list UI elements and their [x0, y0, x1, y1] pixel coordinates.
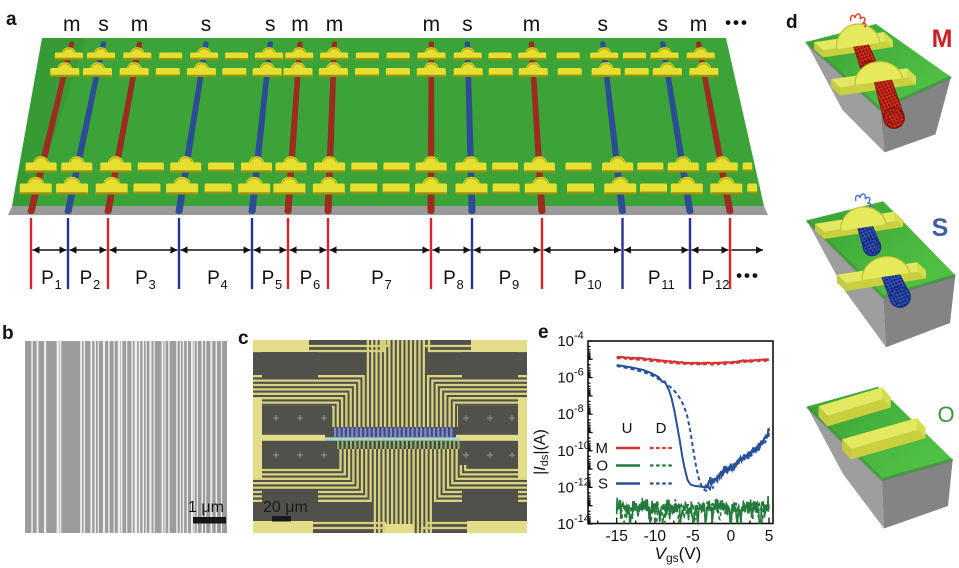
svg-text:D: D: [656, 420, 667, 437]
svg-text:-6: -6: [574, 367, 584, 379]
svg-text:-8: -8: [574, 403, 584, 415]
svg-text:1: 1: [55, 277, 62, 292]
svg-text:6: 6: [313, 277, 320, 292]
svg-text:S: S: [932, 214, 949, 242]
svg-text:10: 10: [557, 516, 574, 533]
svg-text:P: P: [262, 268, 275, 289]
svg-text:9: 9: [512, 277, 519, 292]
svg-text:10: 10: [587, 277, 601, 292]
svg-text:M: M: [932, 25, 953, 53]
svg-text:P: P: [135, 268, 148, 289]
svg-text:U: U: [622, 420, 633, 437]
svg-text:m: m: [423, 13, 441, 36]
svg-text:5: 5: [765, 528, 774, 545]
svg-text:M: M: [596, 440, 609, 457]
svg-text:-15: -15: [605, 528, 627, 545]
svg-text:2: 2: [93, 277, 100, 292]
svg-text:-5: -5: [686, 528, 700, 545]
svg-text:-4: -4: [574, 330, 584, 342]
svg-text:8: 8: [457, 277, 464, 292]
svg-text:m: m: [131, 13, 149, 36]
svg-text:•••: •••: [725, 13, 749, 32]
svg-text:P: P: [443, 268, 456, 289]
svg-text:10: 10: [557, 443, 574, 460]
svg-text:Vgs(V): Vgs(V): [655, 544, 702, 565]
svg-text:P: P: [80, 268, 93, 289]
svg-text:-14: -14: [574, 513, 590, 525]
svg-text:-10: -10: [574, 440, 590, 452]
svg-text:1 μm: 1 μm: [188, 499, 224, 516]
svg-text:s: s: [657, 13, 668, 36]
svg-text:e: e: [538, 322, 549, 343]
svg-text:P: P: [371, 268, 384, 289]
svg-text:10: 10: [557, 479, 574, 496]
svg-text:c: c: [238, 328, 249, 349]
svg-text:s: s: [462, 13, 473, 36]
svg-text:•••: •••: [736, 266, 760, 285]
svg-text:m: m: [326, 13, 344, 36]
svg-text:m: m: [291, 13, 309, 36]
svg-text:P: P: [574, 268, 587, 289]
svg-text:-12: -12: [574, 476, 590, 488]
svg-text:P: P: [499, 268, 512, 289]
svg-text:s: s: [265, 13, 276, 36]
svg-text:S: S: [598, 476, 608, 493]
svg-text:5: 5: [275, 277, 282, 292]
svg-text:a: a: [6, 9, 17, 30]
svg-text:3: 3: [149, 277, 156, 292]
svg-text:4: 4: [221, 277, 228, 292]
svg-text:|Ids|(A): |Ids|(A): [532, 429, 551, 475]
svg-text:s: s: [598, 13, 609, 36]
svg-text:b: b: [2, 323, 14, 344]
svg-text:O: O: [596, 458, 608, 475]
svg-text:10: 10: [557, 333, 574, 350]
svg-text:20 μm: 20 μm: [263, 499, 308, 516]
svg-text:P: P: [41, 268, 54, 289]
svg-text:10: 10: [557, 370, 574, 387]
svg-text:-10: -10: [644, 528, 667, 545]
svg-text:P: P: [702, 268, 715, 289]
svg-text:s: s: [201, 13, 212, 36]
svg-text:10: 10: [557, 406, 574, 423]
svg-text:O: O: [937, 402, 954, 427]
svg-text:d: d: [786, 12, 798, 33]
svg-text:P: P: [648, 268, 661, 289]
svg-text:0: 0: [727, 528, 736, 545]
svg-text:m: m: [690, 13, 708, 36]
svg-text:11: 11: [661, 277, 675, 292]
svg-text:12: 12: [715, 277, 729, 292]
svg-text:P: P: [207, 268, 220, 289]
svg-text:m: m: [63, 13, 81, 36]
svg-text:7: 7: [385, 277, 392, 292]
svg-text:s: s: [98, 13, 109, 36]
svg-text:m: m: [523, 13, 541, 36]
svg-text:P: P: [300, 268, 313, 289]
